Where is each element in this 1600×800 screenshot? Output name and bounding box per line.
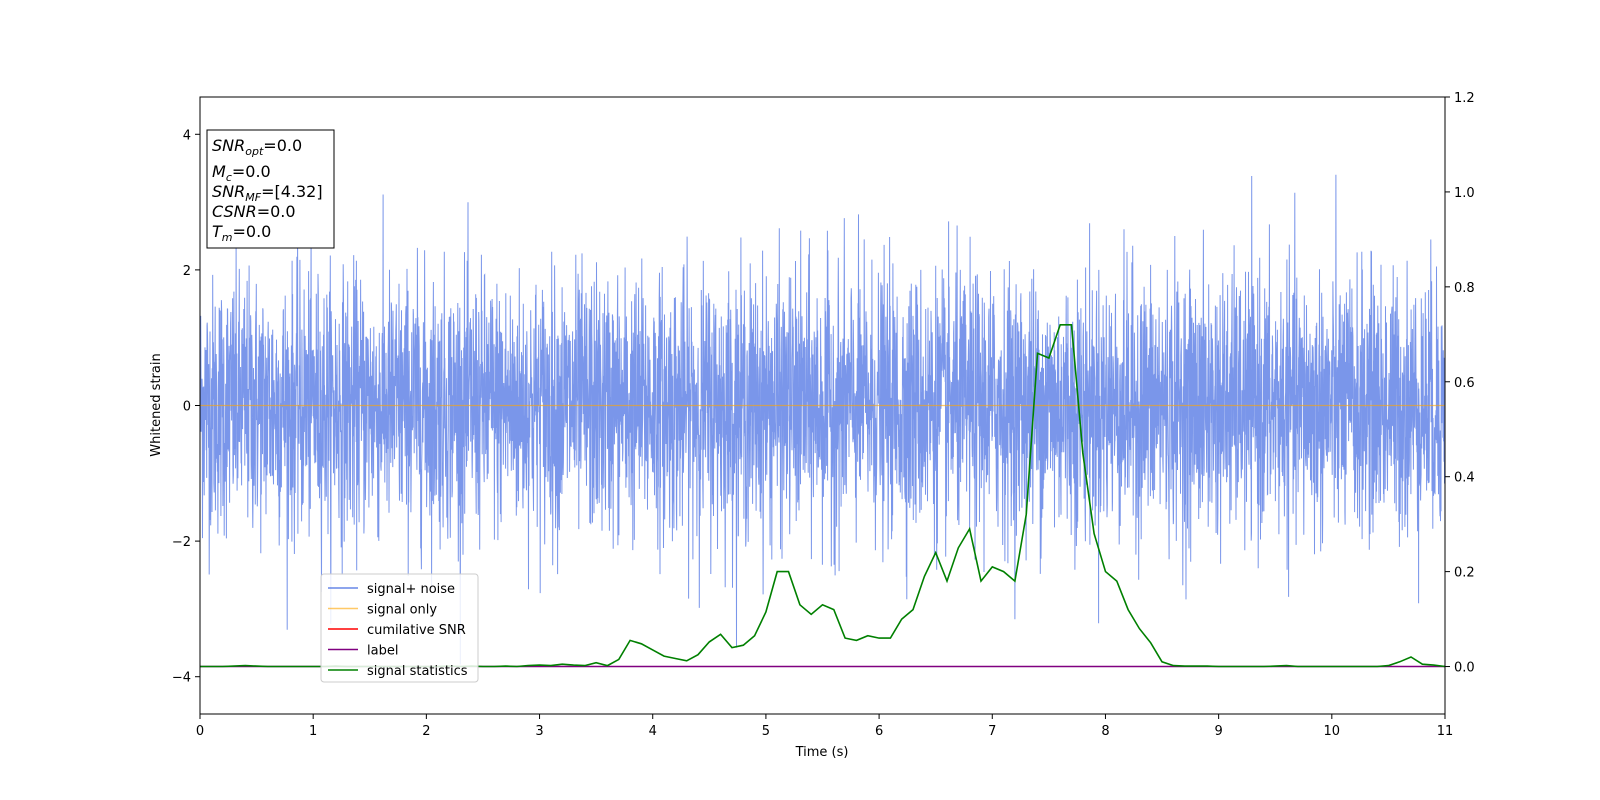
- y2-tick-label: 0.4: [1454, 471, 1475, 486]
- y-axis-label: Whitened strain: [149, 353, 164, 456]
- y-tick-label: 4: [183, 128, 191, 143]
- x-tick-label: 9: [1214, 724, 1222, 739]
- info-box-line: SNRMF=[4.32]: [212, 182, 323, 204]
- x-tick-label: 7: [988, 724, 996, 739]
- x-tick-label: 8: [1101, 724, 1109, 739]
- legend-label: cumilative SNR: [367, 623, 466, 638]
- legend-frame: [320, 573, 479, 683]
- x-tick-label: 0: [196, 724, 204, 739]
- x-tick-label: 1: [309, 724, 317, 739]
- y-axis-left: −4 −2 0 2 4: [172, 128, 200, 686]
- y-tick-label: 2: [183, 264, 191, 279]
- signal-noise-series: [199, 174, 1446, 665]
- y-tick-label: 0: [183, 400, 191, 415]
- y2-tick-label: 1.2: [1454, 91, 1475, 106]
- x-tick-label: 5: [762, 724, 770, 739]
- info-box-line: CSNR=0.0: [212, 202, 296, 221]
- x-axis: 0 1 2 3 4 5 6 7 8 9 10 11: [196, 714, 1453, 739]
- x-tick-label: 6: [875, 724, 883, 739]
- y2-tick-label: 1.0: [1454, 186, 1475, 201]
- x-tick-label: 11: [1437, 724, 1454, 739]
- x-tick-label: 3: [535, 724, 543, 739]
- legend-label: signal+ noise: [367, 582, 455, 597]
- info-box-line: Mc=0.0: [212, 162, 271, 184]
- x-tick-label: 4: [649, 724, 657, 739]
- y2-tick-label: 0.2: [1454, 566, 1475, 581]
- info-box-line: SNRopt=0.0: [212, 136, 302, 158]
- info-box-line: Tm=0.0: [212, 222, 271, 244]
- info-box: SNRopt=0.0 Mc=0.0SNRMF=[4.32]CSNR=0.0Tm=0…: [206, 129, 335, 249]
- x-tick-label: 2: [422, 724, 430, 739]
- y2-tick-label: 0.8: [1454, 281, 1475, 296]
- legend-label: signal only: [367, 603, 437, 618]
- legend-label: label: [367, 644, 398, 659]
- y-tick-label: −4: [172, 671, 191, 686]
- legend: signal+ noise signal only cumilative SNR la…: [320, 573, 479, 683]
- x-tick-label: 10: [1324, 724, 1341, 739]
- info-box-frame: [206, 129, 335, 249]
- x-axis-label: Time (s): [795, 745, 849, 760]
- legend-label: signal statistics: [367, 664, 468, 679]
- y2-tick-label: 0.6: [1454, 376, 1475, 391]
- signal-noise-line: [199, 174, 1446, 665]
- y2-tick-label: 0.0: [1454, 661, 1475, 676]
- y-tick-label: −2: [172, 535, 191, 550]
- y-axis-right: 0.0 0.2 0.4 0.6 0.8 1.0 1.2: [1445, 91, 1475, 676]
